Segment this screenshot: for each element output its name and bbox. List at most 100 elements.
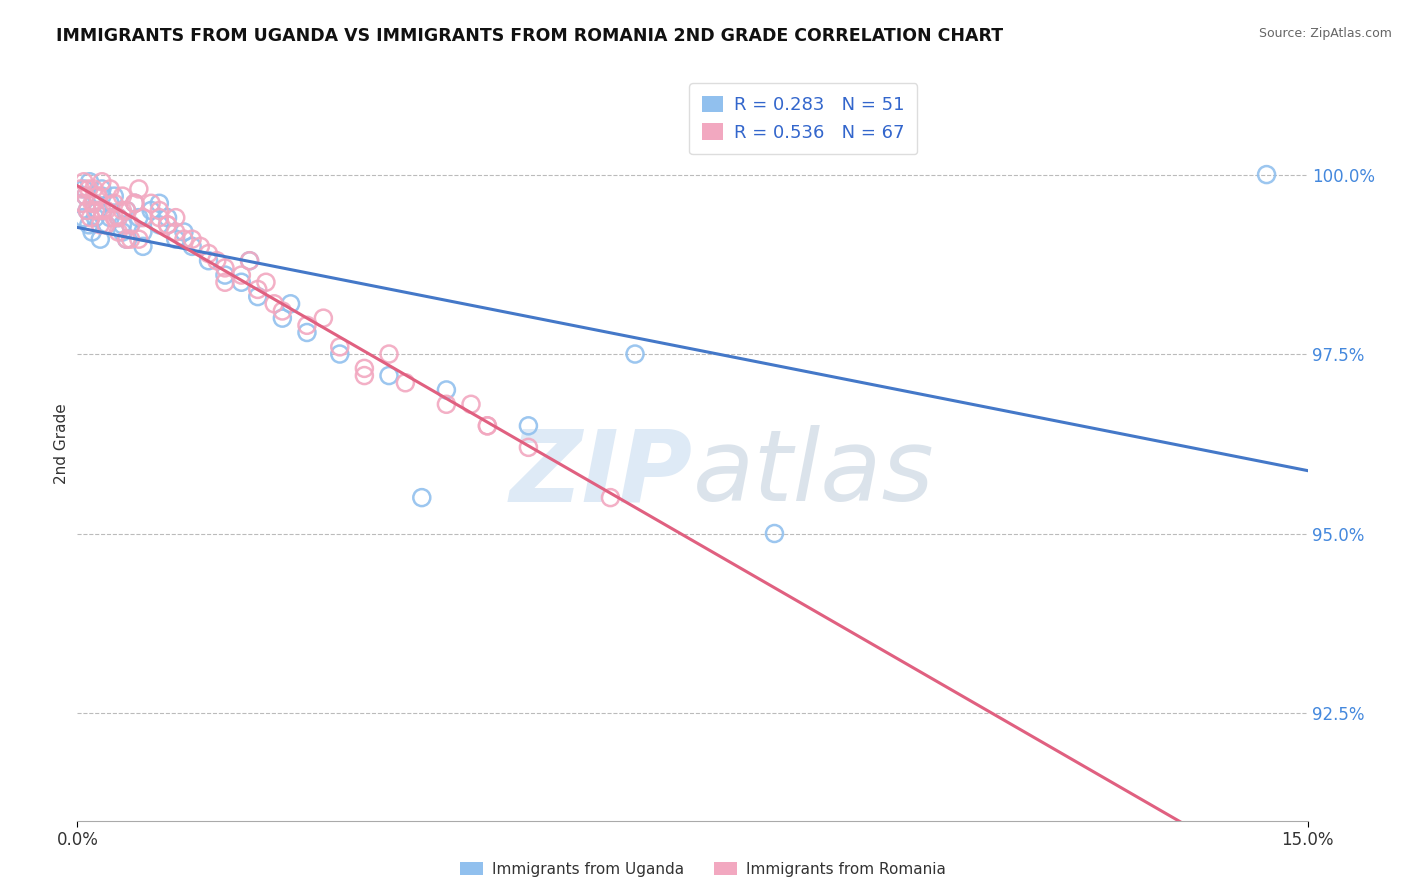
- Point: [90, 182, 114, 196]
- Point: [87, 189, 110, 203]
- Point: [214, 260, 236, 275]
- Point: [111, 203, 134, 218]
- Point: [181, 232, 204, 246]
- Point: [87, 203, 110, 218]
- Point: [763, 526, 786, 541]
- Point: [436, 397, 458, 411]
- Point: [107, 225, 129, 239]
- Point: [173, 232, 195, 246]
- Point: [115, 203, 138, 218]
- Point: [83, 196, 105, 211]
- Point: [77, 218, 100, 232]
- Point: [79, 175, 101, 189]
- Point: [173, 225, 195, 239]
- Point: [188, 239, 212, 253]
- Point: [75, 189, 97, 203]
- Point: [378, 368, 401, 383]
- Point: [79, 211, 101, 225]
- Point: [73, 182, 96, 196]
- Point: [239, 253, 262, 268]
- Point: [103, 196, 125, 211]
- Point: [89, 232, 111, 246]
- Point: [378, 347, 401, 361]
- Point: [254, 275, 277, 289]
- Point: [103, 189, 125, 203]
- Point: [477, 418, 499, 433]
- Point: [239, 253, 262, 268]
- Point: [599, 491, 621, 505]
- Point: [148, 196, 170, 211]
- Point: [517, 418, 540, 433]
- Legend: Immigrants from Uganda, Immigrants from Romania: Immigrants from Uganda, Immigrants from …: [451, 854, 955, 884]
- Point: [83, 182, 105, 196]
- Point: [231, 275, 253, 289]
- Point: [148, 203, 170, 218]
- Point: [90, 175, 114, 189]
- Point: [75, 189, 97, 203]
- Point: [394, 376, 416, 390]
- Point: [271, 304, 294, 318]
- Point: [132, 211, 155, 225]
- Point: [94, 203, 117, 218]
- Point: [181, 239, 204, 253]
- Point: [98, 182, 121, 196]
- Point: [124, 196, 146, 211]
- Point: [103, 211, 125, 225]
- Point: [517, 441, 540, 455]
- Point: [148, 218, 170, 232]
- Point: [295, 318, 318, 333]
- Point: [214, 268, 236, 282]
- Point: [83, 196, 105, 211]
- Point: [115, 203, 138, 218]
- Point: [197, 253, 219, 268]
- Point: [436, 383, 458, 397]
- Point: [89, 218, 111, 232]
- Point: [90, 189, 114, 203]
- Point: [128, 232, 150, 246]
- Point: [165, 225, 187, 239]
- Point: [477, 418, 499, 433]
- Point: [128, 211, 150, 225]
- Point: [246, 282, 269, 296]
- Point: [90, 203, 114, 218]
- Point: [94, 218, 117, 232]
- Point: [111, 225, 134, 239]
- Text: IMMIGRANTS FROM UGANDA VS IMMIGRANTS FROM ROMANIA 2ND GRADE CORRELATION CHART: IMMIGRANTS FROM UGANDA VS IMMIGRANTS FRO…: [56, 27, 1004, 45]
- Point: [82, 225, 104, 239]
- Legend: R = 0.283   N = 51, R = 0.536   N = 67: R = 0.283 N = 51, R = 0.536 N = 67: [689, 84, 917, 154]
- Point: [107, 211, 129, 225]
- Point: [111, 189, 134, 203]
- Text: ZIP: ZIP: [509, 425, 693, 523]
- Point: [82, 196, 104, 211]
- Point: [353, 361, 375, 376]
- Point: [72, 211, 94, 225]
- Point: [165, 211, 187, 225]
- Point: [624, 347, 647, 361]
- Point: [165, 232, 187, 246]
- Point: [148, 211, 170, 225]
- Point: [132, 239, 155, 253]
- Point: [295, 326, 318, 340]
- Point: [156, 218, 179, 232]
- Point: [107, 211, 129, 225]
- Point: [246, 290, 269, 304]
- Point: [98, 196, 121, 211]
- Point: [263, 297, 285, 311]
- Point: [353, 368, 375, 383]
- Text: atlas: atlas: [693, 425, 934, 523]
- Point: [214, 275, 236, 289]
- Point: [115, 232, 138, 246]
- Point: [70, 196, 93, 211]
- Point: [280, 297, 302, 311]
- Point: [132, 225, 155, 239]
- Point: [115, 232, 138, 246]
- Y-axis label: 2nd Grade: 2nd Grade: [53, 403, 69, 484]
- Point: [70, 196, 93, 211]
- Point: [460, 397, 482, 411]
- Point: [156, 211, 179, 225]
- Point: [329, 347, 352, 361]
- Point: [197, 246, 219, 260]
- Point: [124, 196, 146, 211]
- Point: [111, 218, 134, 232]
- Point: [120, 218, 142, 232]
